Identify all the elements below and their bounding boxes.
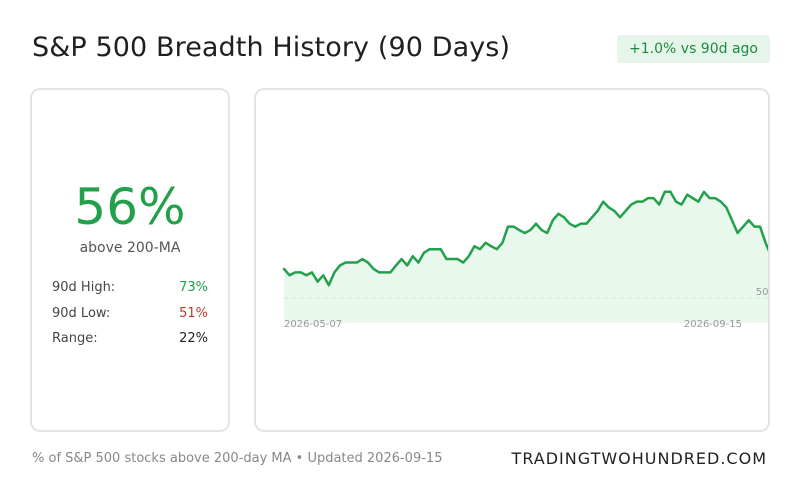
stat-value-range: 22% — [179, 331, 208, 346]
stat-row-low: 90d Low: 51% — [52, 306, 208, 321]
change-badge: +1.0% vs 90d ago — [617, 35, 770, 63]
area-fill — [284, 191, 768, 323]
reference-line-label: 50% — [756, 287, 768, 298]
breadth-chart: 50% 2026-05-07 2026-09-15 — [282, 190, 768, 330]
x-tick-label-end: 2026-09-15 — [684, 319, 742, 330]
stat-row-range: Range: 22% — [52, 331, 208, 346]
current-value: 56% — [74, 178, 186, 236]
breadth-line — [282, 190, 768, 287]
x-tick-label-start: 2026-05-07 — [284, 319, 342, 330]
stat-label-high: 90d High: — [52, 280, 116, 295]
stat-value-low: 51% — [179, 306, 208, 321]
stat-row-high: 90d High: 73% — [52, 280, 208, 295]
chart-card: 50% 2026-05-07 2026-09-15 — [254, 88, 770, 432]
stat-label-range: Range: — [52, 331, 98, 346]
current-stat-card: 56% above 200-MA 90d High: 73% 90d Low: … — [30, 88, 230, 432]
current-caption: above 200-MA — [79, 240, 181, 256]
stat-value-high: 73% — [179, 280, 208, 295]
brand-label: TRADINGTWOHUNDRED.COM — [511, 449, 767, 468]
stat-label-low: 90d Low: — [52, 306, 111, 321]
page-title: S&P 500 Breadth History (90 Days) — [32, 32, 511, 63]
footer-note: % of S&P 500 stocks above 200-day MA • U… — [32, 451, 443, 466]
